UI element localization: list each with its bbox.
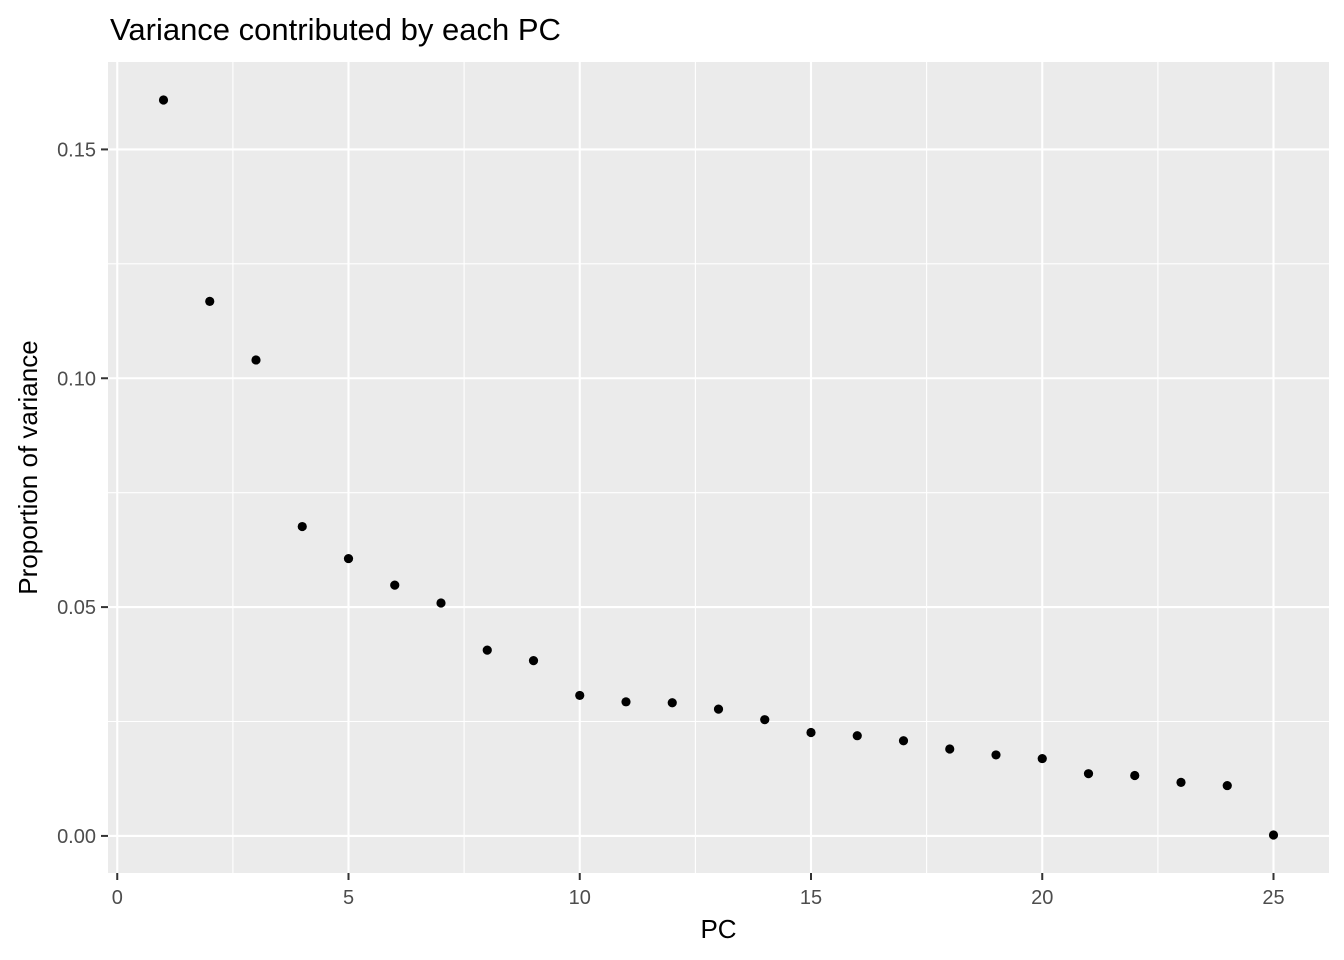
data-point [251,355,261,365]
data-point [158,95,169,105]
data-point [1268,830,1279,840]
y-tick-label: 0.00 [57,826,96,848]
x-tick-label: 10 [569,887,591,909]
data-point [1176,777,1186,787]
y-axis: 0.00 0.05 0.10 0.15 [57,139,108,848]
data-point [1037,753,1047,764]
data-point [482,645,492,655]
data-point [667,698,677,708]
y-tick-label: 0.05 [57,597,96,619]
x-tick-label: 5 [343,887,354,909]
x-tick-label: 25 [1262,887,1284,909]
data-point [713,704,724,714]
x-axis: 0 5 10 15 20 25 [112,873,1285,909]
data-point [898,736,909,746]
chart-title: Variance contributed by each PC [110,12,561,47]
data-point [343,553,354,564]
x-tick-label: 15 [800,887,822,909]
data-points [158,95,1279,840]
minor-gridlines [108,62,1329,873]
data-point [945,744,955,754]
y-tick-label: 0.15 [57,139,96,161]
x-tick-label: 20 [1031,887,1053,909]
data-point [436,598,446,608]
data-point [991,750,1001,760]
data-point [852,731,862,741]
data-point [1130,770,1140,781]
plot-panel [108,62,1329,873]
data-point [528,656,539,666]
data-point [621,697,631,707]
data-point [205,296,215,306]
data-point [760,715,770,725]
data-point [297,521,307,532]
x-tick-label: 0 [112,887,123,909]
data-point [575,690,585,701]
data-point [1222,780,1232,791]
y-axis-title: Proportion of variance [13,340,43,594]
data-point [390,580,400,590]
major-gridlines [108,62,1329,873]
y-tick-label: 0.10 [57,368,96,390]
x-axis-title: PC [700,914,736,944]
data-point [806,727,816,738]
data-point [1083,769,1094,779]
